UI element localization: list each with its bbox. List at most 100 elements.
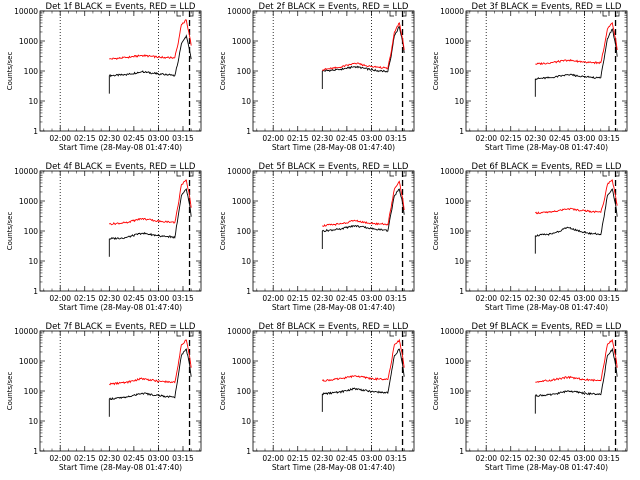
plot-frame	[465, 10, 628, 132]
bracket-mark	[615, 171, 620, 177]
x-tick-label: 02:15	[287, 134, 309, 143]
y-tick-label: 10000	[440, 167, 464, 176]
x-tick-label: 03:00	[574, 454, 596, 463]
chart-title: Det 1f BLACK = Events, RED = LLD	[46, 2, 196, 12]
x-axis-label: Start Time (28-May-08 01:47:40)	[272, 143, 395, 152]
y-axis-label: Counts/sec	[432, 212, 440, 251]
chart-title: Det 2f BLACK = Events, RED = LLD	[259, 2, 409, 12]
series-line	[322, 22, 405, 71]
chart-panel: Det 5f BLACK = Events, RED = LLD 1 10 100 10…	[219, 162, 415, 312]
x-tick-label: 03:00	[361, 454, 383, 463]
x-axis-label: Start Time (28-May-08 01:47:40)	[59, 303, 182, 312]
y-tick-label: 100	[450, 387, 465, 396]
y-tick-label: 10	[454, 97, 464, 106]
y-axis-label: Counts/sec	[6, 372, 14, 411]
y-tick-label: 10000	[440, 327, 464, 336]
chart-panel: Det 4f BLACK = Events, RED = LLD 1 10 100 10…	[6, 162, 202, 312]
x-tick-label: 03:15	[598, 294, 620, 303]
y-tick-label: 10000	[227, 327, 251, 336]
chart-panel: Det 9f BLACK = Events, RED = LLD 1 10 100 10…	[432, 322, 628, 472]
x-tick-label: 02:00	[475, 134, 497, 143]
bracket-mark	[176, 171, 181, 177]
bracket-mark	[189, 11, 194, 17]
bracket-mark	[176, 11, 181, 17]
bracket-mark	[389, 11, 394, 17]
x-tick-label: 02:45	[336, 134, 358, 143]
y-tick-label: 10	[28, 97, 38, 106]
y-tick-label: 100	[237, 387, 252, 396]
x-tick-label: 02:00	[49, 134, 71, 143]
y-axis-label: Counts/sec	[6, 52, 14, 91]
x-tick-label: 03:00	[574, 294, 596, 303]
chart-panel: Det 3f BLACK = Events, RED = LLD 1 10 100 10…	[432, 2, 628, 152]
bracket-mark	[189, 171, 194, 177]
chart-title: Det 4f BLACK = Events, RED = LLD	[46, 162, 196, 172]
plot-frame	[465, 170, 628, 292]
y-axis-label: Counts/sec	[219, 52, 227, 91]
x-tick-label: 02:15	[74, 454, 96, 463]
y-tick-label: 10000	[14, 167, 38, 176]
x-tick-label: 02:15	[500, 294, 522, 303]
y-tick-label: 100	[237, 67, 252, 76]
bracket-mark	[402, 11, 407, 17]
x-tick-label: 02:45	[123, 294, 145, 303]
x-tick-label: 02:15	[74, 294, 96, 303]
x-axis-label: Start Time (28-May-08 01:47:40)	[485, 303, 608, 312]
chart-panel: Det 7f BLACK = Events, RED = LLD 1 10 100 10…	[6, 322, 202, 472]
x-tick-label: 02:15	[500, 134, 522, 143]
bracket-mark	[389, 331, 394, 337]
x-tick-label: 02:30	[524, 134, 546, 143]
x-tick-label: 02:00	[262, 454, 284, 463]
y-tick-label: 1000	[232, 197, 251, 206]
y-tick-label: 10	[241, 97, 251, 106]
plot-frame	[252, 170, 415, 292]
y-tick-label: 1000	[445, 37, 464, 46]
x-axis-label: Start Time (28-May-08 01:47:40)	[272, 463, 395, 472]
series-line	[534, 347, 618, 397]
y-tick-label: 1	[246, 287, 251, 296]
y-tick-label: 1	[246, 127, 251, 136]
plot-frame	[465, 330, 628, 452]
x-tick-label: 03:15	[385, 134, 407, 143]
x-tick-label: 02:45	[549, 294, 571, 303]
chart-title: Det 9f BLACK = Events, RED = LLD	[472, 322, 622, 332]
plot-frame	[252, 10, 415, 132]
x-tick-label: 02:45	[123, 134, 145, 143]
y-tick-label: 10	[454, 257, 464, 266]
x-tick-label: 02:00	[262, 294, 284, 303]
x-tick-label: 02:45	[336, 454, 358, 463]
series-line	[109, 348, 192, 400]
x-tick-label: 02:45	[336, 294, 358, 303]
bracket-mark	[402, 171, 407, 177]
bracket-mark	[615, 11, 620, 17]
bracket-mark	[602, 171, 607, 177]
x-axis-label: Start Time (28-May-08 01:47:40)	[272, 303, 395, 312]
bracket-mark	[189, 331, 194, 337]
bracket-mark	[602, 331, 607, 337]
x-tick-label: 02:30	[524, 454, 546, 463]
series-line	[109, 179, 192, 226]
y-tick-label: 1	[33, 127, 38, 136]
bracket-mark	[389, 171, 394, 177]
chart-panel: Det 6f BLACK = Events, RED = LLD 1 10 100 10…	[432, 162, 628, 312]
y-axis-label: Counts/sec	[6, 212, 14, 251]
y-tick-label: 1000	[445, 197, 464, 206]
y-tick-label: 100	[237, 227, 252, 236]
bracket-mark	[176, 331, 181, 337]
y-tick-label: 10000	[440, 7, 464, 16]
y-tick-label: 1	[33, 287, 38, 296]
x-tick-label: 03:15	[598, 134, 620, 143]
x-tick-label: 02:15	[287, 294, 309, 303]
y-tick-label: 1000	[445, 357, 464, 366]
x-tick-label: 02:00	[475, 294, 497, 303]
bracket-mark	[615, 331, 620, 337]
y-tick-label: 1000	[232, 357, 251, 366]
x-tick-label: 02:45	[549, 454, 571, 463]
chart-panel: Det 1f BLACK = Events, RED = LLD 1 10 100 10…	[6, 2, 202, 152]
chart-title: Det 3f BLACK = Events, RED = LLD	[472, 2, 622, 12]
x-tick-label: 03:15	[172, 294, 194, 303]
y-tick-label: 10	[28, 417, 38, 426]
x-tick-label: 03:00	[148, 454, 170, 463]
x-tick-label: 02:15	[500, 454, 522, 463]
